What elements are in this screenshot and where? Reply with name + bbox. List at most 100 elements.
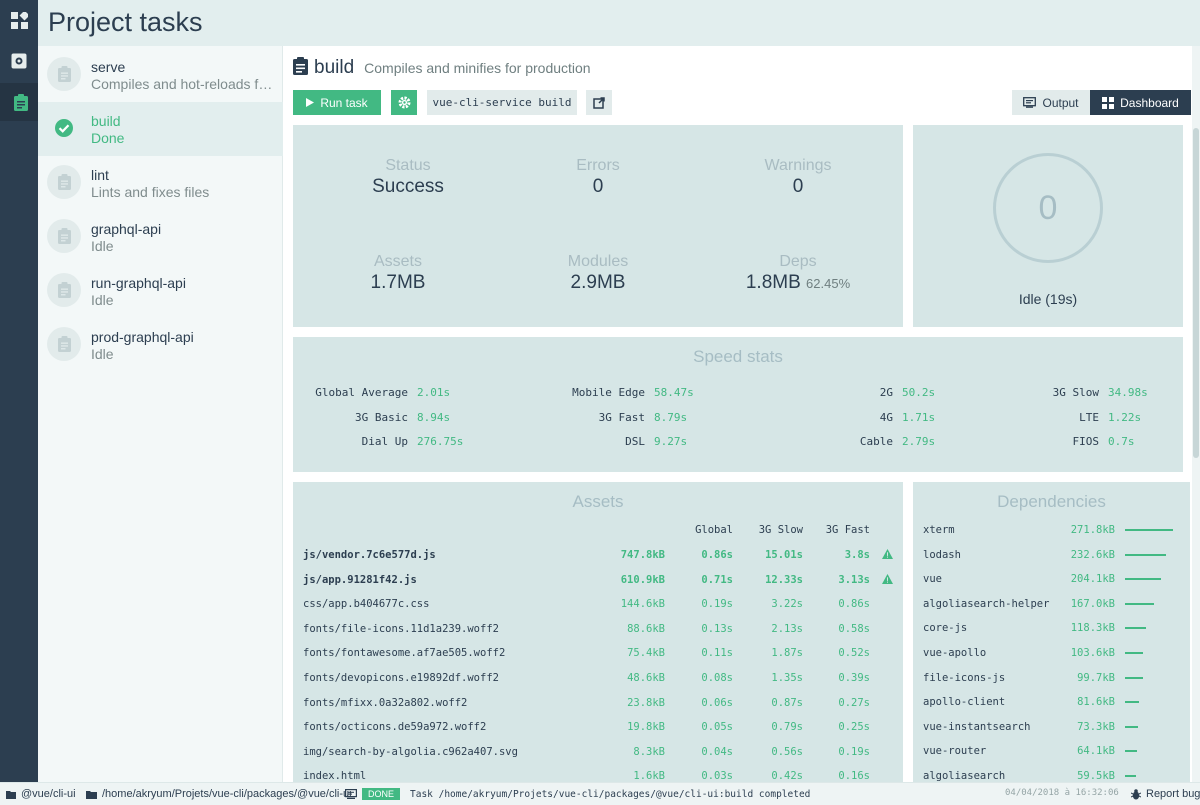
asset-global-time: 0.08s	[701, 672, 733, 684]
asset-global-time: 0.86s	[701, 549, 733, 561]
dashboard-tab[interactable]: Dashboard	[1090, 90, 1191, 115]
dependency-name: xterm	[923, 524, 955, 536]
errors-label: Errors	[576, 157, 620, 174]
dependency-size-bar	[1125, 775, 1136, 777]
speed-value: 276.75s	[417, 435, 464, 448]
speed-label: Global Average	[315, 386, 408, 399]
task-item-graphql-api[interactable]: graphql-api Idle	[38, 210, 283, 264]
task-description: Idle	[91, 238, 114, 254]
dependency-row: vue-router 64.1kB	[913, 739, 1190, 763]
modules-stat: Modules 2.9MB	[498, 253, 698, 294]
speed-value: 8.94s	[417, 410, 451, 424]
asset-3g-slow-time: 12.33s	[765, 573, 803, 586]
plugins-icon[interactable]	[0, 42, 38, 80]
tasks-icon[interactable]	[0, 83, 38, 121]
dependency-size: 73.3kB	[1077, 720, 1115, 733]
task-description: Lints and fixes files	[91, 184, 210, 200]
assets-card: Assets Global 3G Slow 3G Fast js/vendor.…	[293, 482, 903, 782]
dependency-size: 81.6kB	[1077, 696, 1115, 709]
assets-col-3g-slow: 3G Slow	[758, 524, 803, 536]
asset-row: css/app.b404677c.css 144.6kB 0.19s 3.22s 0.8…	[293, 592, 903, 616]
assets-col-3g-fast: 3G Fast	[825, 524, 870, 536]
modules-value: 2.9MB	[570, 272, 626, 293]
report-bug-button[interactable]: Report bug	[1131, 788, 1200, 800]
assets-stat: Assets 1.7MB	[298, 253, 498, 294]
dependency-size: 118.3kB	[1070, 622, 1115, 635]
warnings-label: Warnings	[764, 157, 832, 174]
console-icon	[345, 789, 357, 799]
asset-3g-slow-time: 1.87s	[771, 647, 803, 660]
asset-name: js/vendor.7c6e577d.js	[303, 549, 436, 561]
asset-3g-slow-time: 0.79s	[771, 721, 803, 734]
dependency-size: 64.1kB	[1077, 745, 1115, 758]
scrollbar-thumb[interactable]	[1193, 128, 1199, 458]
asset-3g-slow-time: 1.35s	[771, 672, 803, 684]
task-header: build Compiles and minifies for producti…	[293, 56, 591, 80]
main-scrollbar[interactable]	[1192, 46, 1200, 782]
asset-3g-fast-time: 0.58s	[838, 622, 870, 635]
speed-label: 3G Basic	[355, 410, 408, 424]
asset-3g-fast-time: 0.86s	[838, 598, 870, 611]
warning-icon	[882, 549, 893, 562]
assets-header-row: Global 3G Slow 3G Fast	[293, 518, 903, 542]
task-name: serve	[91, 59, 126, 75]
asset-row: index.html 1.6kB 0.03s 0.42s 0.16s	[293, 764, 903, 782]
top-bar: Project tasks	[38, 0, 1200, 46]
asset-size: 48.6kB	[627, 672, 665, 684]
asset-size: 19.8kB	[627, 721, 665, 734]
task-settings-button[interactable]	[391, 90, 417, 115]
dependency-name: vue-router	[923, 745, 987, 758]
open-external-button[interactable]	[586, 90, 612, 115]
asset-global-time: 0.05s	[701, 721, 733, 734]
asset-3g-fast-time: 0.39s	[838, 672, 870, 684]
dependency-size-bar	[1125, 553, 1166, 556]
warnings-stat: Warnings 0	[698, 157, 898, 198]
check-circle-icon	[47, 111, 81, 145]
dependency-row: algoliasearch-helper 167.0kB	[913, 592, 1190, 616]
log-indicator[interactable]: DONE Task /home/akryum/Projets/vue-cli/p…	[345, 788, 810, 800]
deps-label: Deps	[779, 253, 817, 270]
deps-size: 1.8MB	[745, 272, 801, 293]
run-task-button[interactable]: Run task	[293, 90, 381, 115]
dependency-name: apollo-client	[923, 696, 1006, 709]
dependency-size: 167.0kB	[1070, 597, 1115, 610]
speed-stats-card: Speed stats Global Average 2.01s Mobile Ed…	[293, 337, 1183, 472]
warnings-value: 0	[792, 176, 804, 197]
asset-3g-fast-time: 0.19s	[838, 745, 870, 758]
speed-value: 0.7s	[1108, 435, 1135, 448]
speed-value: 1.71s	[902, 410, 936, 424]
task-name: prod-graphql-api	[91, 329, 194, 345]
log-badge: DONE	[362, 788, 401, 800]
dependency-name: algoliasearch	[923, 770, 1006, 782]
project-indicator[interactable]: @vue/cli-ui	[6, 788, 76, 800]
build-status-card: Status Success Errors 0 Warnings 0 Asset…	[293, 125, 903, 327]
speed-label: Cable	[859, 435, 893, 448]
cwd-indicator[interactable]: /home/akryum/Projets/vue-cli/packages/@v…	[86, 788, 352, 800]
dependency-size: 99.7kB	[1077, 671, 1115, 684]
asset-size: 1.6kB	[633, 770, 665, 782]
task-item-run-graphql-api[interactable]: run-graphql-api Idle	[38, 264, 283, 318]
task-detail: build Compiles and minifies for producti…	[283, 46, 1200, 782]
progress-card: 0 Idle (19s)	[913, 125, 1183, 327]
asset-name: fonts/octicons.de59a972.woff2	[303, 721, 487, 734]
speed-label: Dial Up	[361, 435, 408, 448]
dependency-row: xterm 271.8kB	[913, 518, 1190, 542]
asset-name: img/search-by-algolia.c962a407.svg	[303, 745, 518, 758]
dashboard-icon[interactable]	[0, 1, 38, 39]
task-item-build[interactable]: build Done	[38, 102, 283, 156]
status-bar: @vue/cli-ui /home/akryum/Projets/vue-cli…	[0, 782, 1200, 805]
dependency-size-bar	[1125, 578, 1161, 581]
asset-global-time: 0.03s	[701, 770, 733, 782]
dependency-size-bar	[1125, 602, 1154, 605]
deps-value: 1.8MB 62.45%	[698, 272, 898, 294]
speed-label: 4G	[879, 410, 893, 424]
asset-3g-fast-time: 0.27s	[838, 696, 870, 709]
asset-size: 610.9kB	[620, 573, 665, 586]
task-item-lint[interactable]: lint Lints and fixes files	[38, 156, 283, 210]
task-item-prod-graphql-api[interactable]: prod-graphql-api Idle	[38, 318, 283, 372]
project-name: @vue/cli-ui	[21, 788, 76, 800]
output-tab[interactable]: Output	[1012, 90, 1090, 115]
asset-size: 8.3kB	[633, 745, 665, 758]
dependency-name: file-icons-js	[923, 671, 1006, 684]
